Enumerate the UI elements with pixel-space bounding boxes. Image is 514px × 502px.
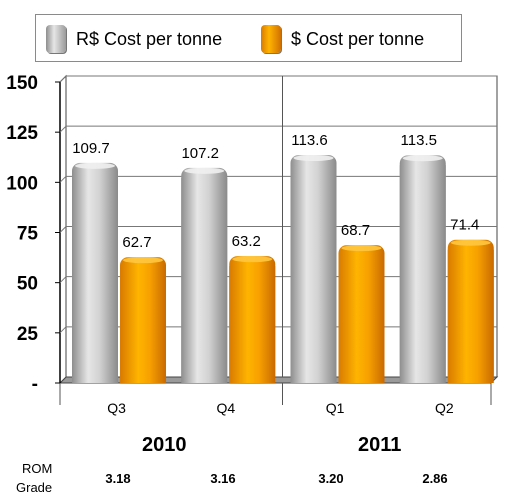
bar-usd-cost-1-base (229, 266, 276, 383)
x-tick-label-q3-0: Q3 (107, 400, 126, 416)
bar-r-cost-2-cap (293, 155, 334, 162)
data-label-r-cost-2: 113.6 (291, 132, 327, 149)
gridline-side-50 (59, 276, 67, 284)
bars (72, 155, 494, 383)
bar-usd-cost-2 (338, 245, 385, 383)
bar-r-cost-2-base (290, 165, 337, 383)
bar-r-cost-1-cap (184, 167, 225, 174)
y-tick-label-50: 50 (17, 274, 38, 295)
legend-item-r-cost: R$ Cost per tonne (46, 25, 222, 53)
y-tick-label-25: 25 (17, 324, 39, 345)
data-label-r-cost-3: 113.5 (401, 132, 437, 149)
legend-swatch-orange (261, 25, 281, 53)
bar-usd-cost-2-base (338, 255, 385, 383)
x-tick-label-q4-1: Q4 (217, 400, 236, 416)
data-label-usd-cost-2: 68.7 (341, 222, 370, 239)
year-label-2011: 2011 (358, 434, 402, 456)
bar-r-cost-3-cap (402, 155, 443, 162)
bar-usd-cost-1 (229, 256, 276, 383)
legend-swatch-gray (46, 25, 66, 53)
gridline-side-125 (59, 125, 67, 133)
rom-label-line1: ROM (22, 461, 53, 476)
data-label-usd-cost-1: 63.2 (232, 233, 261, 250)
rom-value-q1-2011: 3.20 (318, 471, 344, 486)
rom-label-line2: Grade (16, 480, 53, 495)
data-label-usd-cost-0: 62.7 (122, 234, 151, 251)
rom-value-q3-2010: 3.18 (105, 471, 131, 486)
data-label-usd-cost-3: 71.4 (450, 217, 479, 234)
x-tick-label-q1-2: Q1 (326, 400, 345, 416)
legend-label-usd-cost: $ Cost per tonne (291, 28, 425, 49)
y-tick-label-75: 75 (17, 224, 39, 245)
gridline-side-150 (59, 75, 67, 83)
bar-usd-cost-3-base (447, 249, 494, 383)
y-tick-label-100: 100 (6, 173, 38, 194)
legend: R$ Cost per tonne $ Cost per tonne (35, 14, 462, 62)
legend-item-usd-cost: $ Cost per tonne (261, 25, 424, 53)
bar-usd-cost-2-cap (341, 245, 382, 252)
y-tick-label-125: 125 (6, 123, 38, 144)
bar-usd-cost-0-base (120, 267, 166, 383)
bar-usd-cost-3 (447, 239, 494, 383)
rom-value-q4-2010: 3.16 (210, 471, 236, 486)
year-label-2010: 2010 (142, 434, 187, 456)
data-label-r-cost-0: 109.7 (72, 140, 110, 157)
data-label-r-cost-1: 107.2 (181, 145, 219, 162)
y-tick-label-0: - (32, 374, 38, 395)
bar-r-cost-2 (290, 155, 337, 383)
gridline-side-75 (59, 226, 67, 233)
bar-r-cost-3 (399, 155, 446, 383)
bar-r-cost-1 (181, 167, 228, 383)
bar-r-cost-0-cap (75, 162, 115, 169)
legend-label-r-cost: R$ Cost per tonne (76, 28, 223, 49)
bar-usd-cost-3-cap (450, 239, 491, 246)
bar-r-cost-3-base (399, 165, 446, 383)
y-tick-label-150: 150 (6, 73, 38, 94)
gridline-side-25 (59, 326, 67, 334)
y-axis-ticks: - 25 50 75 100 125 150 (6, 73, 60, 395)
bar-usd-cost-0 (120, 257, 166, 383)
bar-usd-cost-0-cap (123, 257, 163, 264)
bar-r-cost-1-base (181, 177, 228, 383)
data-labels: 109.7 62.7 107.2 63.2 113.6 68.7 113.5 71.4 (72, 132, 479, 251)
bar-r-cost-0 (72, 162, 118, 383)
bar-r-cost-0-base (72, 172, 118, 383)
rom-value-q2-2011: 2.86 (422, 471, 448, 486)
bar-usd-cost-1-cap (232, 256, 273, 263)
x-axis-ticks: Q3 Q4 Q1 Q2 (107, 400, 454, 416)
x-tick-label-q2-3: Q2 (435, 400, 454, 416)
gridline-side-100 (59, 175, 67, 183)
